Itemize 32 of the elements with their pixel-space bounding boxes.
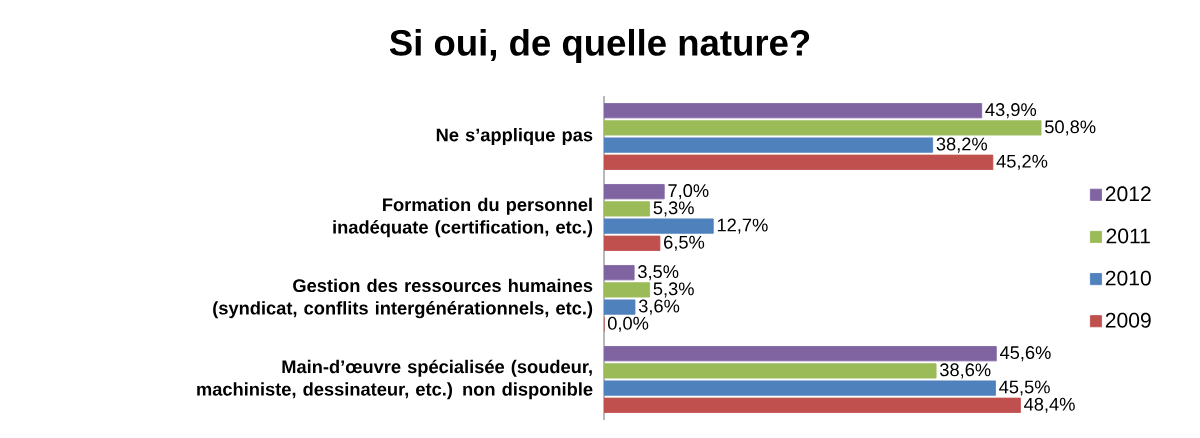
data-label: 45,6% (999, 346, 1051, 362)
legend-label: 2011 (1106, 228, 1150, 244)
bar (604, 235, 661, 251)
data-label: 48,4% (1024, 397, 1075, 413)
data-label: 38,6% (940, 363, 991, 379)
bar (604, 154, 994, 170)
data-label: 12,7% (717, 218, 768, 234)
data-label: 3,5% (638, 265, 679, 281)
bar (604, 218, 714, 234)
chart-title: Si oui, de quelle nature? (389, 28, 810, 64)
y-tick-label: Formation du personnel inadéquate (certification, etc.) (333, 197, 593, 238)
bar (604, 397, 1021, 413)
data-label: 6,5% (664, 235, 705, 251)
data-label: 38,2% (936, 137, 988, 153)
y-tick-label: Main-d’œuvre spécialisée (soudeur, machiniste, dessinateur, etc.) non disponible (197, 359, 593, 400)
y-tick-label: Ne s’applique pas (436, 127, 593, 146)
data-label: 43,9% (985, 103, 1037, 119)
legend-label: 2010 (1105, 270, 1151, 286)
bar (604, 380, 996, 396)
bar (604, 137, 934, 153)
data-label: 5,3% (653, 201, 694, 217)
data-label: 7,0% (668, 184, 709, 200)
data-label: 0,0% (607, 316, 649, 332)
data-label: 45,2% (996, 154, 1048, 170)
y-tick-label: Gestion des ressources humaines (syndicat, conflits intergénérationnels, etc.) (213, 278, 593, 319)
data-label: 5,3% (653, 282, 694, 298)
bar (604, 299, 636, 315)
data-label: 50,8% (1045, 120, 1096, 136)
data-label: 3,6% (638, 299, 680, 315)
data-label: 45,5% (999, 380, 1050, 396)
legend-label: 2009 (1105, 312, 1151, 328)
legend-label: 2012 (1105, 186, 1151, 202)
